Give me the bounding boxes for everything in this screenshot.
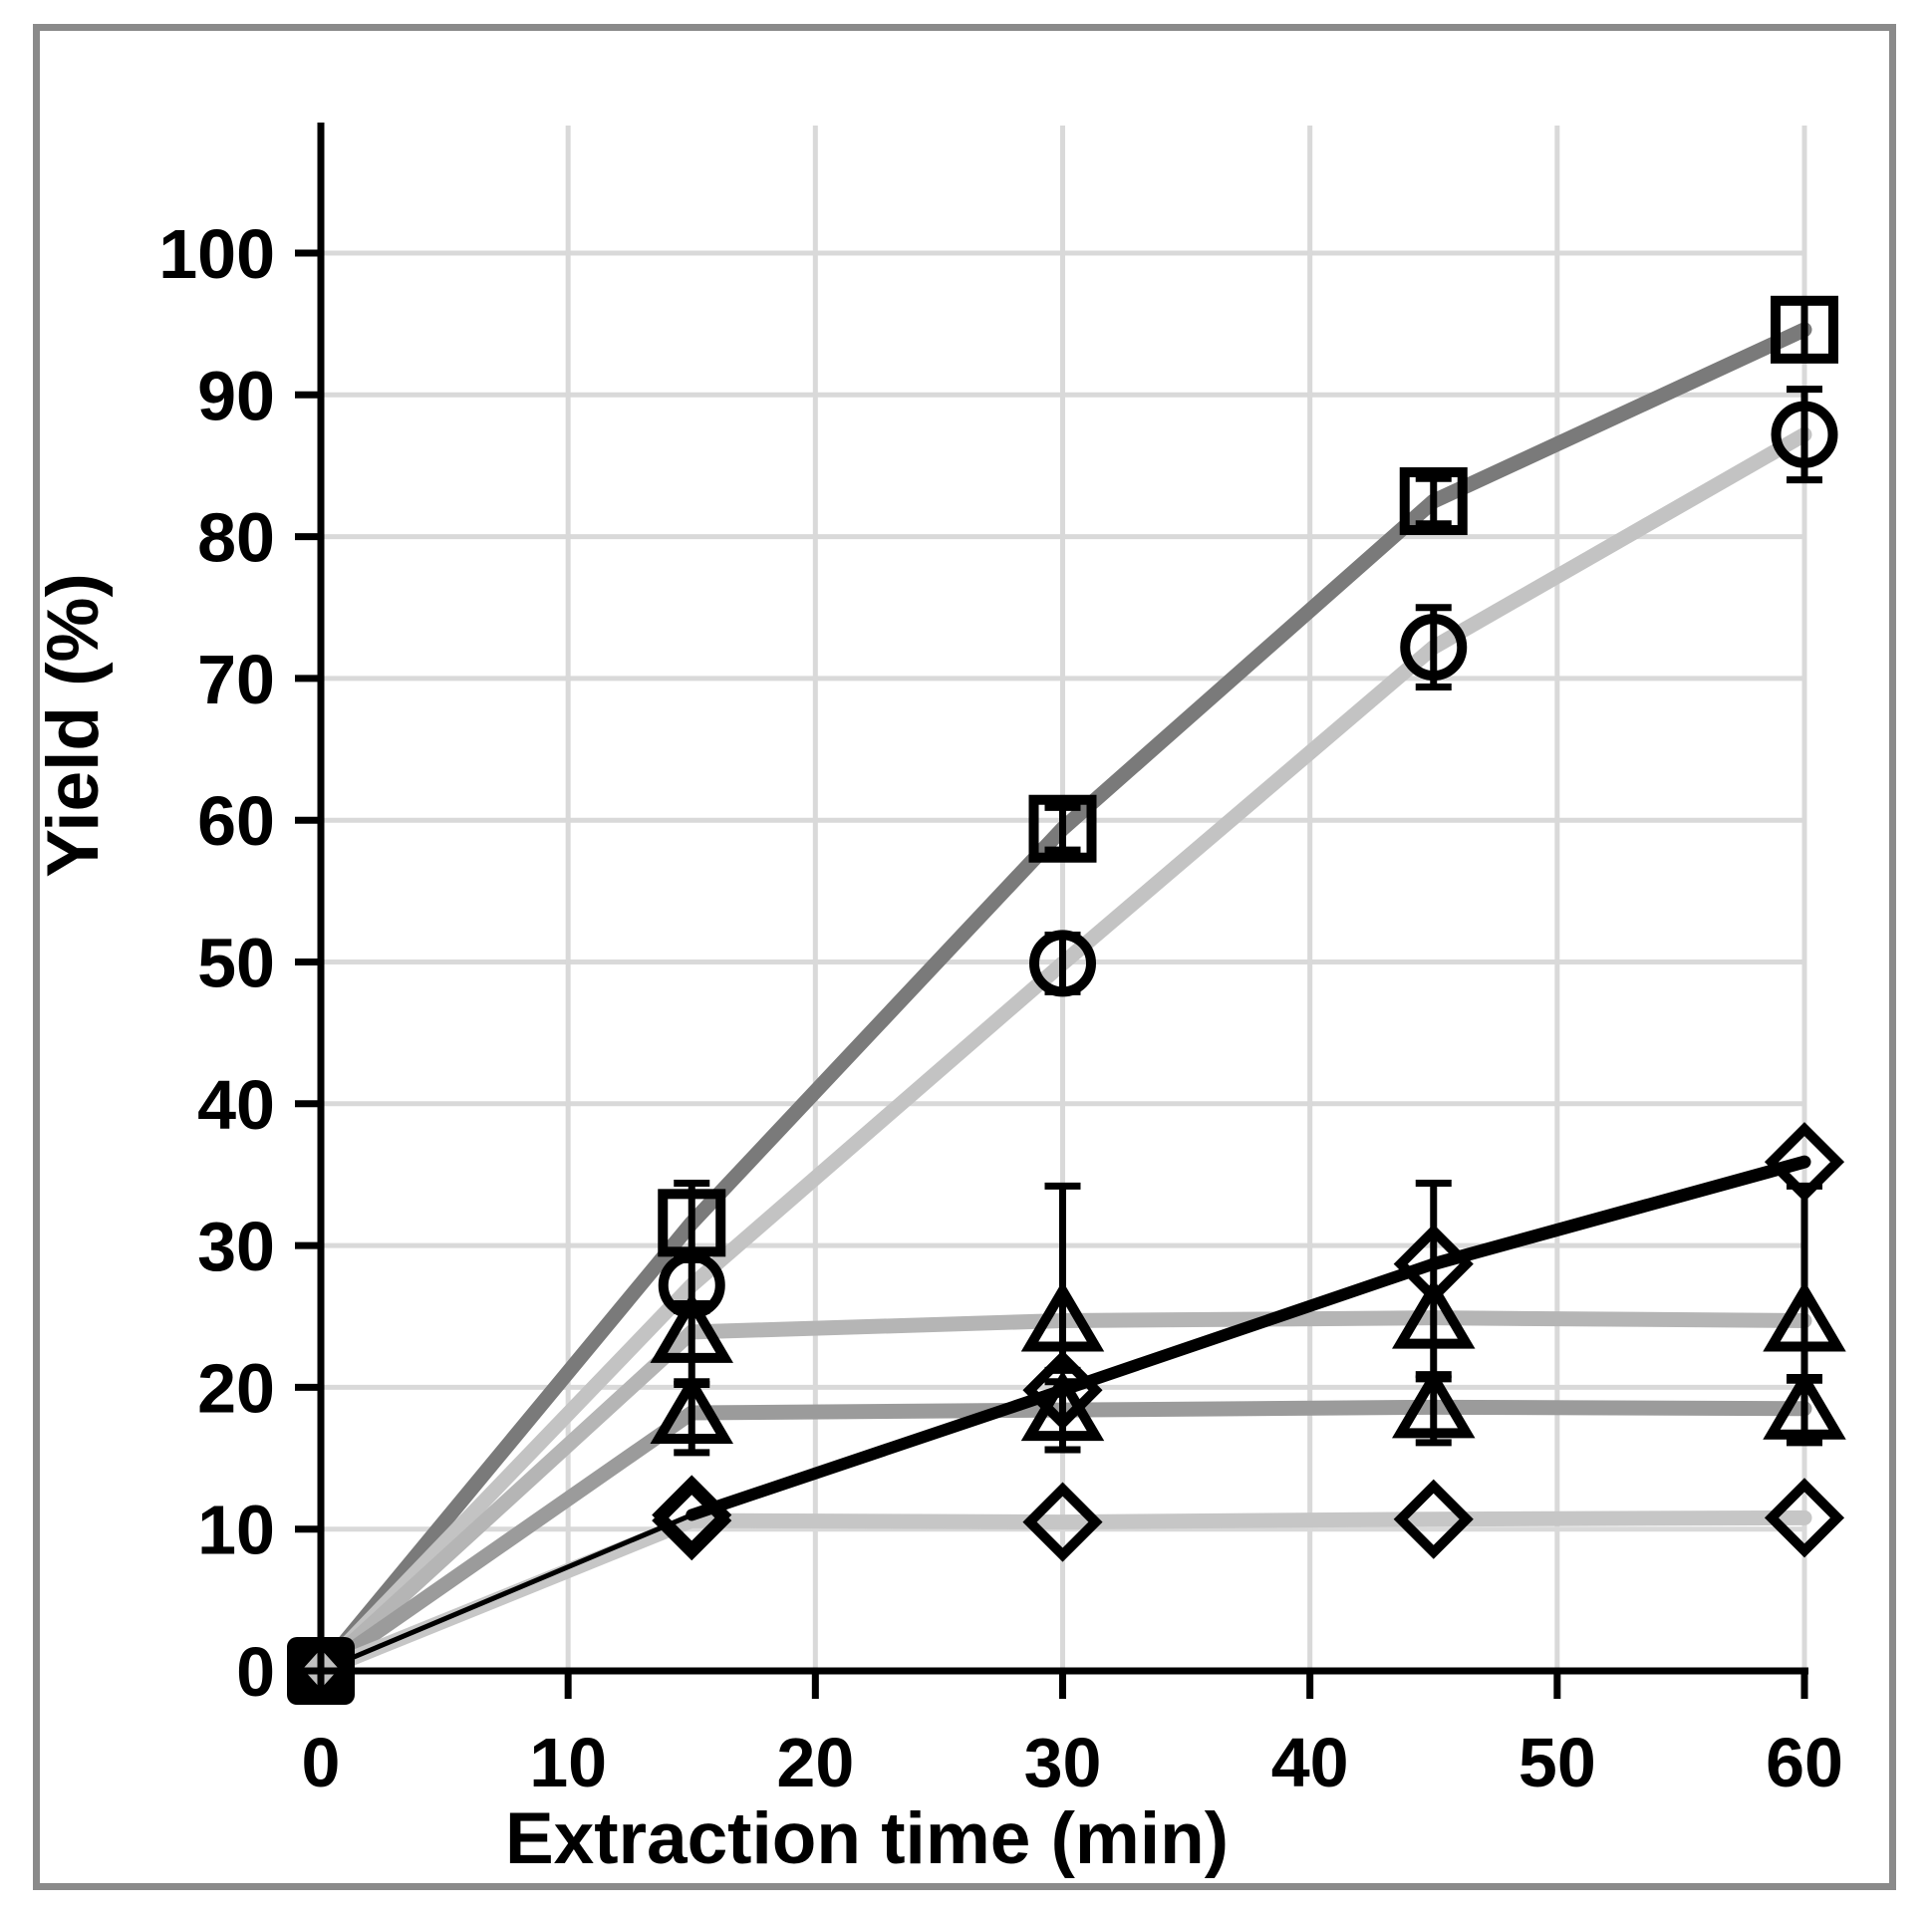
y-tick-label: 20 [197, 1349, 275, 1427]
figure-border [33, 24, 1896, 1890]
marker-square-open-square-dark-gray-line [1771, 295, 1838, 364]
series-line-open-diamond-flat-light-gray-line [313, 1509, 1812, 1679]
y-tick-label: 10 [197, 1492, 275, 1569]
x-tick-label: 0 [302, 1724, 341, 1801]
marker-diamond-open-diamond-black-line [1022, 1350, 1103, 1431]
marker-circle-open-circle-light-gray-line [658, 1251, 725, 1319]
tick-labels: 0 10 20 30 40 50 60 70 80 90 100 0 10 20 30 40 50 60 [158, 215, 1843, 1801]
y-tick-label: 80 [197, 499, 275, 577]
marker-square-open-square-dark-gray-line [658, 1189, 726, 1257]
marker-square-open-square-dark-gray-line [1399, 467, 1468, 536]
marker-diamond-open-diamond-black-line [1393, 1224, 1474, 1304]
gridlines [321, 126, 1807, 1671]
series-line-open-diamond-black-line [318, 1511, 694, 1674]
series-lines [313, 322, 1812, 1679]
x-tick-label: 40 [1271, 1724, 1349, 1801]
marker-triangle-open-triangle-lower-medium-gray-line [1763, 1368, 1846, 1440]
marker-diamond-open-diamond-black-line [1764, 1122, 1845, 1203]
marker-triangle-open-triangle-upper-light-gray-line [1020, 1280, 1105, 1352]
marker-diamond-open-diamond-flat-light-gray-line [1022, 1482, 1103, 1562]
series-line-open-diamond-black-line [686, 1384, 1069, 1521]
marker-triangle-open-triangle-upper-light-gray-line [650, 1292, 733, 1363]
x-tick-label: 50 [1518, 1724, 1596, 1801]
x-tick-label: 10 [529, 1724, 607, 1801]
y-tick-label: 0 [236, 1633, 275, 1711]
marker-triangle-open-triangle-upper-light-gray-line [1763, 1280, 1846, 1352]
series-line-open-diamond-black-line [1056, 1257, 1440, 1397]
x-tick-label: 60 [1766, 1724, 1843, 1801]
y-tick-label: 100 [158, 215, 275, 293]
x-axis-title: Extraction time (min) [505, 1798, 1229, 1879]
marker-square-open-square-dark-gray-line [1028, 794, 1097, 863]
y-tick-label: 30 [197, 1208, 275, 1285]
marker-triangle-open-triangle-upper-light-gray-line [1392, 1277, 1476, 1349]
marker-diamond-open-diamond-flat-light-gray-line [1393, 1479, 1474, 1559]
series-line-open-diamond-black-line [1427, 1155, 1811, 1271]
x-tick-label: 30 [1024, 1724, 1102, 1801]
axes [295, 123, 1808, 1699]
marker-diamond-open-diamond-flat-light-gray-line [652, 1481, 732, 1561]
y-tick-label: 50 [197, 925, 275, 1002]
y-tick-label: 90 [197, 357, 275, 434]
y-tick-label: 70 [197, 641, 275, 718]
marker-triangle-open-triangle-lower-medium-gray-line [650, 1373, 733, 1445]
marker-circle-open-circle-light-gray-line [1400, 614, 1468, 682]
y-tick-label: 60 [197, 782, 275, 860]
marker-triangle-open-triangle-lower-medium-gray-line [1392, 1367, 1476, 1439]
marker-diamond-open-diamond-flat-light-gray-line [1764, 1478, 1845, 1558]
x-tick-label: 20 [776, 1724, 854, 1801]
marker-circle-open-circle-light-gray-line [1771, 401, 1838, 468]
marker-circle-open-circle-light-gray-line [1029, 930, 1096, 997]
y-axis-title: Yield (%) [33, 573, 114, 878]
y-tick-label: 40 [197, 1066, 275, 1144]
